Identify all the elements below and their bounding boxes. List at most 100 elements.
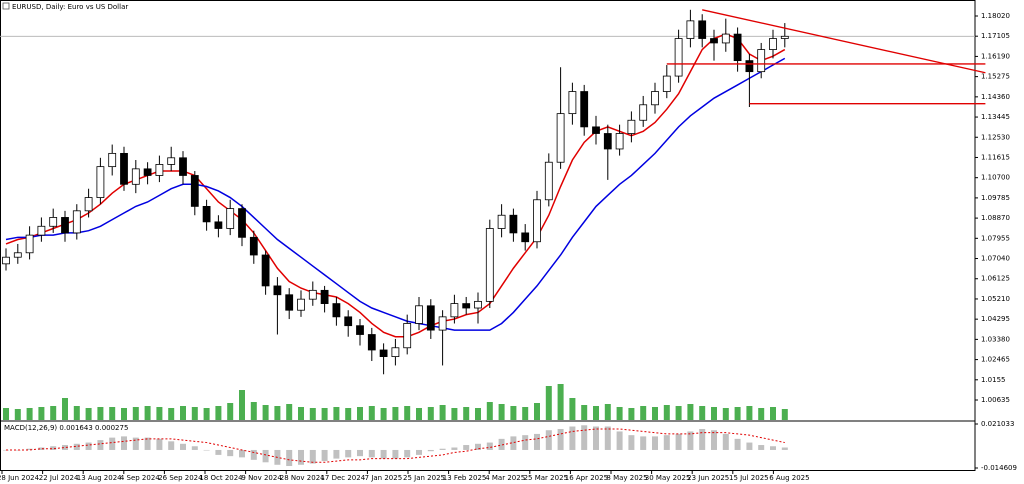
candle-body — [674, 38, 683, 77]
macd-bar — [333, 449, 340, 459]
y-tick-label: 1.16190 — [981, 52, 1010, 60]
volume-bar — [439, 405, 446, 420]
volume-bar — [427, 407, 434, 420]
macd-bar — [569, 426, 576, 450]
macd-bar — [640, 436, 647, 450]
candle-body — [698, 20, 707, 39]
macd-label: MACD(12,26,9) 0.001643 0.000275 — [4, 424, 128, 432]
y-tick-label: 1.17105 — [981, 32, 1010, 40]
macd-bar — [97, 440, 104, 450]
volume-bar — [333, 407, 340, 420]
candle-body — [580, 91, 589, 128]
volume-bar — [321, 408, 328, 420]
y-tick-label: 1.05210 — [981, 295, 1010, 303]
macd-bar — [416, 449, 422, 455]
volume-bar — [522, 407, 529, 420]
volume-bar — [203, 408, 210, 420]
x-tick-label: 18 Oct 2024 — [199, 474, 243, 482]
candle-body — [202, 205, 211, 223]
x-tick-label: 28 Nov 2024 — [280, 474, 325, 482]
macd-bar — [616, 431, 623, 450]
volume-bar — [168, 408, 175, 420]
candle-body — [155, 164, 164, 176]
macd-bar — [522, 435, 529, 450]
candle-body — [214, 221, 223, 229]
candle-body — [131, 168, 140, 185]
macd-bar — [239, 449, 245, 458]
candle-body — [297, 298, 305, 311]
candle-body — [710, 38, 718, 44]
candle-body — [61, 217, 69, 234]
candle-body — [72, 210, 81, 234]
macd-y-tick-label: -0.014609 — [981, 464, 1017, 472]
volume-bar — [97, 407, 104, 420]
macd-bar — [191, 446, 198, 450]
x-tick-label: 30 May 2025 — [645, 474, 691, 482]
candle-body — [143, 168, 152, 176]
volume-bar — [534, 403, 540, 420]
candle-body — [37, 225, 46, 236]
candle-body — [379, 349, 388, 358]
volume-bar — [144, 406, 151, 420]
candle-body — [273, 285, 282, 296]
volume-bar — [545, 386, 552, 420]
volume-bar — [132, 407, 139, 420]
macd-bar — [250, 449, 257, 460]
y-tick-label: 1.13445 — [981, 113, 1010, 121]
macd-bar — [156, 438, 163, 450]
macd-bar — [652, 436, 658, 450]
volume-bar — [498, 404, 505, 420]
volume-bar — [593, 406, 599, 420]
macd-bar — [711, 430, 717, 450]
volume-bar — [109, 407, 116, 420]
candle-body — [226, 208, 235, 229]
symbol-icon — [2, 2, 10, 10]
volume-bar — [581, 405, 588, 420]
volume-bar — [357, 407, 363, 420]
candle-body — [96, 166, 105, 198]
macd-signal — [6, 428, 785, 463]
volume-bar — [345, 408, 352, 420]
volume-bar — [475, 408, 481, 420]
macd-bar — [498, 438, 505, 450]
candle-body — [426, 305, 435, 331]
volume-bar — [392, 407, 399, 420]
candle-body — [509, 214, 518, 234]
macd-bar — [180, 443, 186, 450]
macd-bar — [368, 449, 375, 458]
candle-body — [261, 254, 270, 287]
macd-bar — [734, 438, 741, 450]
macd-bar — [392, 449, 399, 459]
y-tick-label: 1.03380 — [981, 335, 1010, 343]
candle-body — [25, 234, 34, 254]
macd-bar — [203, 449, 210, 451]
candle-body — [120, 152, 128, 185]
candle-body — [108, 152, 117, 168]
macd-bar — [545, 430, 552, 450]
chart-title: EURUSD, Daily: Euro vs US Dollar — [12, 3, 128, 11]
candle-body — [615, 133, 624, 150]
macd-bar — [109, 437, 116, 450]
volume-bar — [274, 406, 281, 420]
candle-body — [662, 75, 671, 92]
macd-bar — [121, 436, 127, 450]
candle-body — [84, 197, 93, 212]
volume-bar — [215, 406, 222, 420]
volume-bar — [298, 407, 304, 420]
volume-bar — [227, 403, 234, 420]
y-tick-label: 1.08870 — [981, 214, 1010, 222]
macd-bar — [687, 431, 694, 450]
candle-body — [592, 126, 600, 134]
volume-bar — [156, 407, 163, 420]
y-tick-label: 1.02465 — [981, 356, 1010, 364]
volume-bar — [14, 409, 21, 420]
volume-bar — [781, 409, 788, 420]
macd-bar — [380, 449, 387, 459]
candle-body — [415, 305, 423, 324]
volume-bar — [711, 407, 717, 420]
macd-bar — [758, 445, 765, 450]
x-tick-label: 16 Apr 2025 — [565, 474, 608, 482]
y-tick-label: 1.14360 — [981, 93, 1010, 101]
macd-bar — [770, 446, 776, 450]
